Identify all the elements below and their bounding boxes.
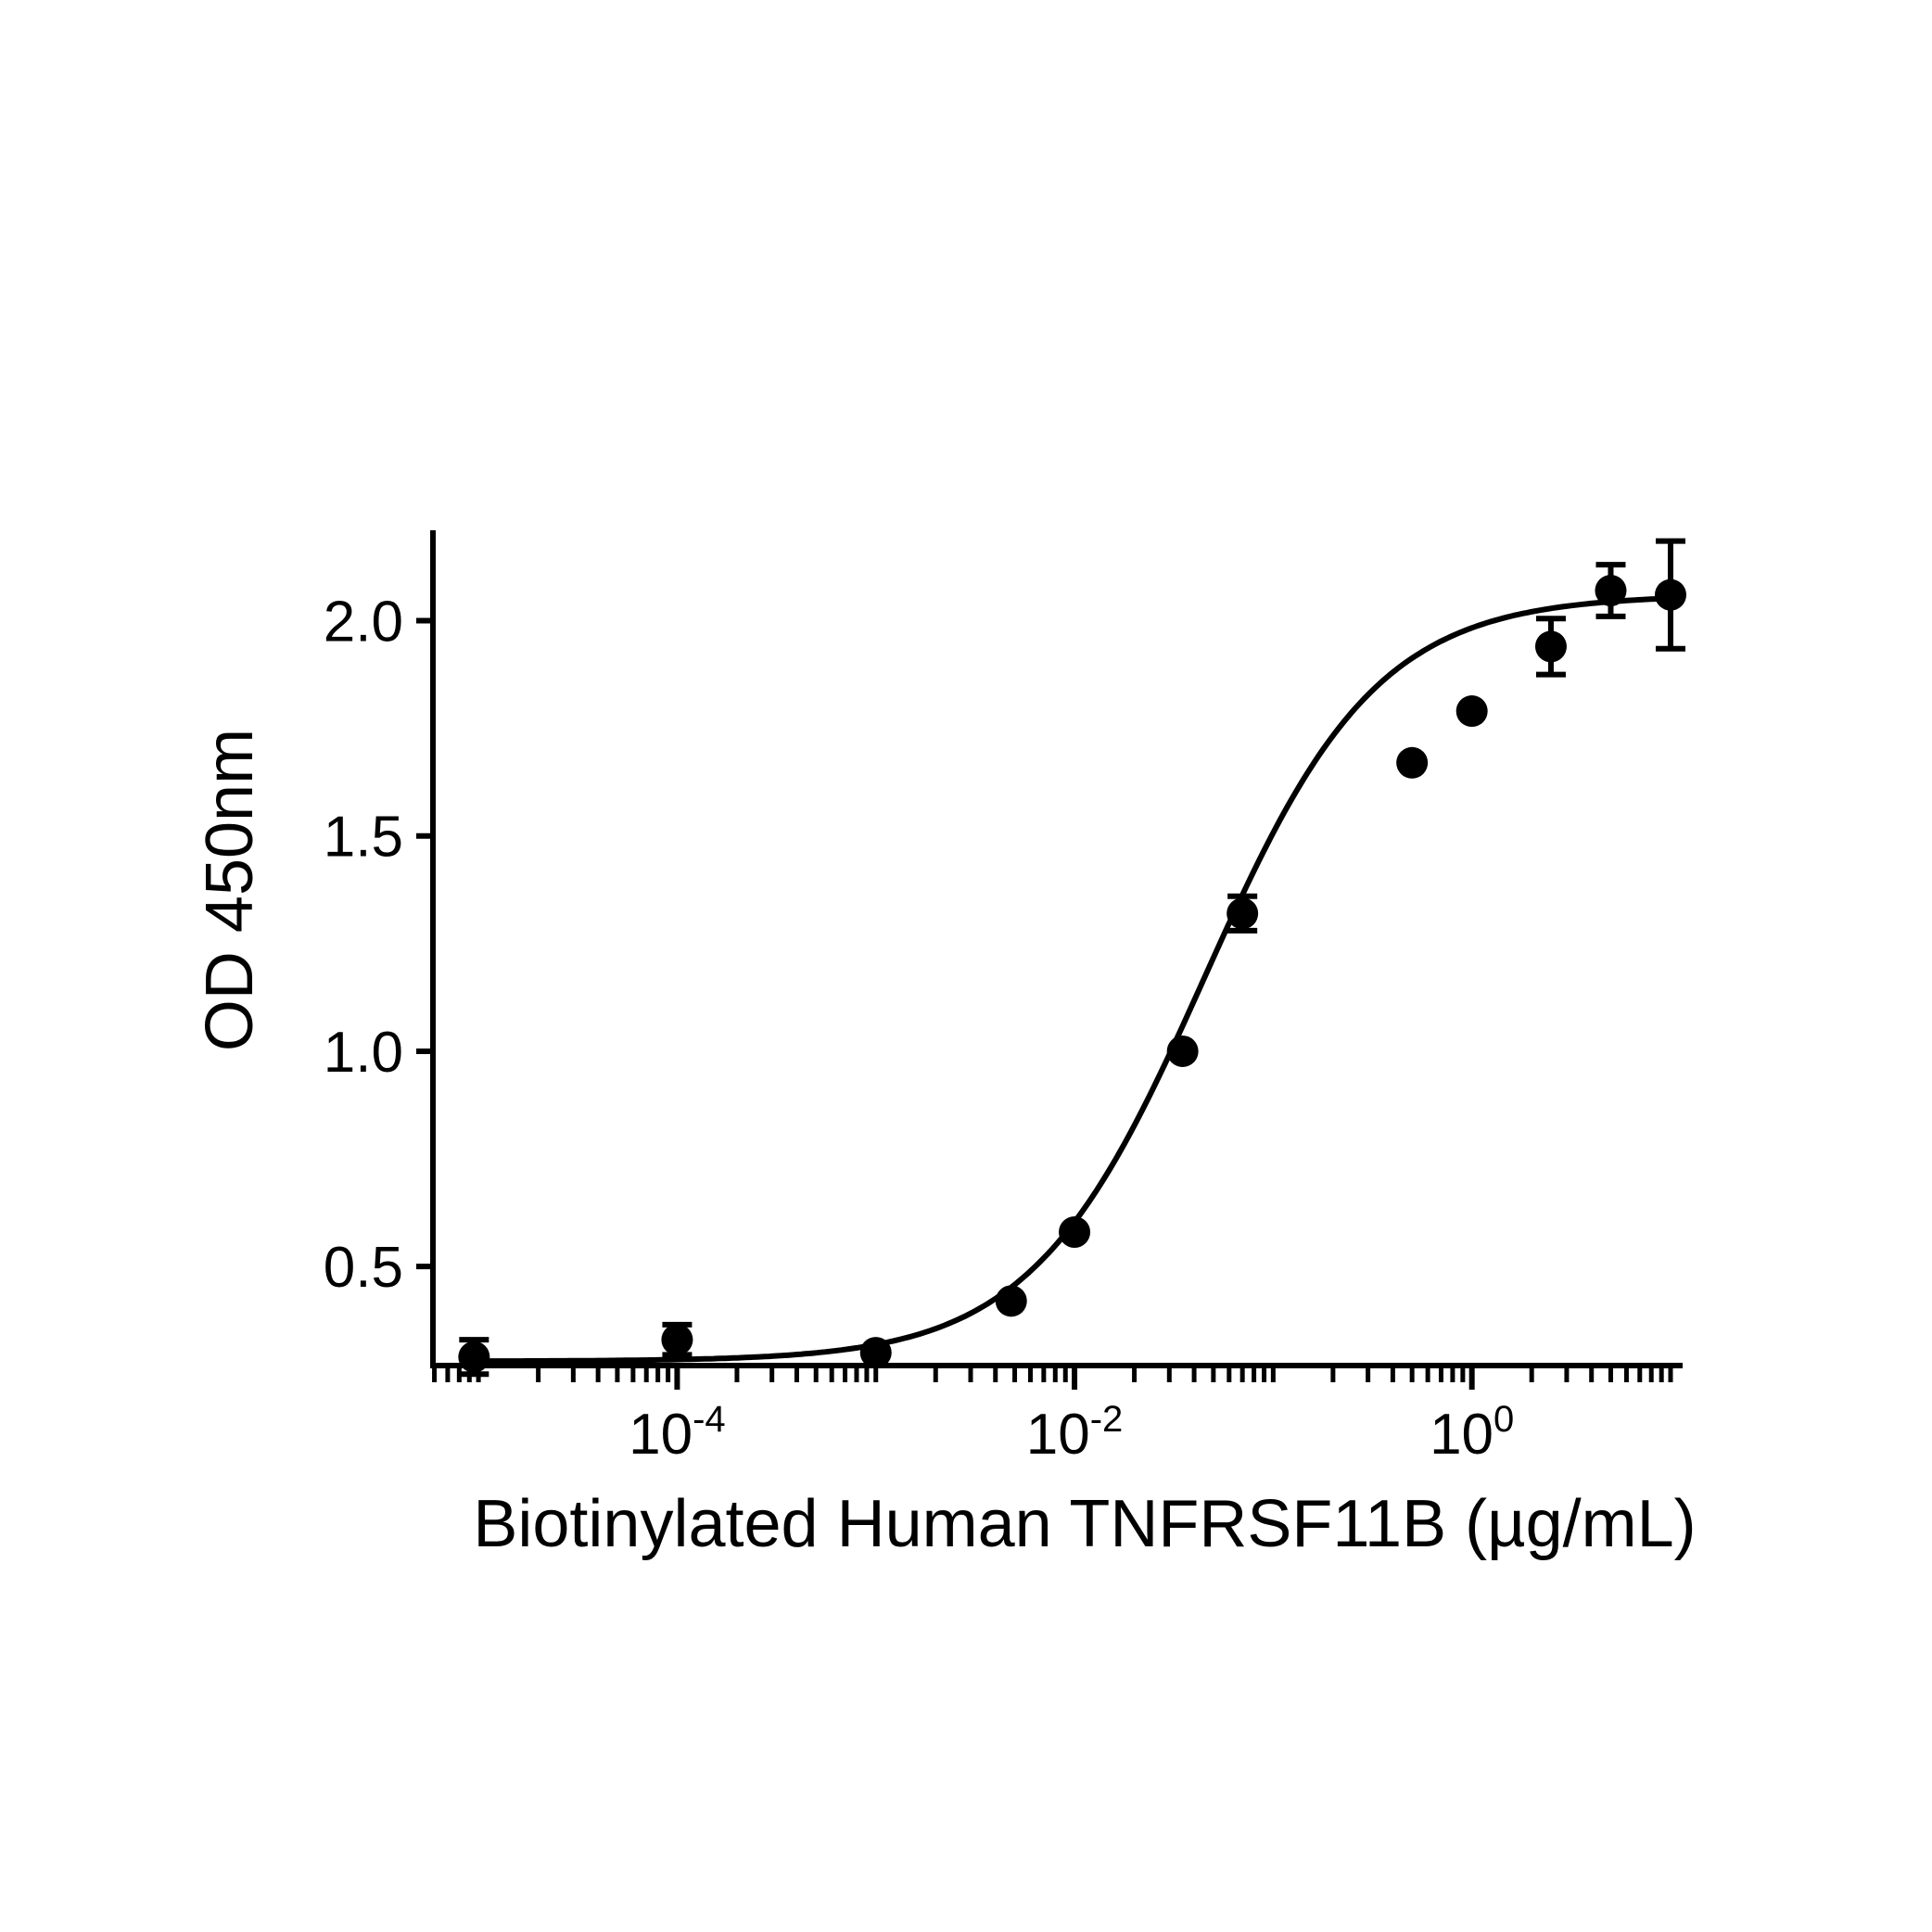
y-axis-ticks: 0.5 1.0 1.5 2.0 — [324, 591, 433, 1300]
data-point-marker — [1534, 630, 1567, 663]
x-axis-ticks: 10-4 10-2 100 — [432, 1366, 1673, 1467]
data-point — [1595, 562, 1627, 619]
axes: 0.5 1.0 1.5 2.0 10-4 10-2 100 — [324, 530, 1683, 1467]
data-point — [661, 1321, 693, 1358]
data-point-marker — [995, 1285, 1027, 1317]
x-axis-title: Biotinylated Human TNFRSF11B (µg/mL) — [473, 1487, 1696, 1561]
data-point — [1166, 1035, 1199, 1067]
data-point — [1455, 695, 1488, 728]
data-point-marker — [1166, 1035, 1199, 1067]
data-point-marker — [859, 1337, 892, 1369]
y-tick-label: 1.0 — [324, 1021, 403, 1085]
data-point-marker — [1654, 578, 1686, 611]
data-point — [1227, 893, 1259, 934]
data-point — [458, 1337, 490, 1378]
data-points — [458, 538, 1686, 1378]
data-point-marker — [1595, 575, 1627, 607]
y-tick-label: 2.0 — [324, 591, 403, 655]
y-tick-label: 0.5 — [324, 1236, 403, 1300]
data-point — [1059, 1216, 1091, 1249]
data-point — [859, 1337, 892, 1369]
x-tick-label: 10-4 — [629, 1399, 726, 1467]
data-point — [995, 1285, 1027, 1317]
y-axis-title: OD 450nm — [193, 729, 267, 1051]
data-point-marker — [1227, 897, 1259, 930]
data-point — [1396, 746, 1429, 779]
y-tick-label: 1.5 — [324, 806, 403, 870]
x-tick-label: 100 — [1430, 1399, 1514, 1467]
data-point — [1534, 616, 1567, 678]
x-tick-label: 10-2 — [1026, 1399, 1124, 1467]
data-point-marker — [661, 1324, 693, 1356]
data-point-marker — [1396, 746, 1429, 779]
data-point-marker — [1455, 695, 1488, 728]
data-point — [1654, 538, 1686, 652]
data-point-marker — [1059, 1216, 1091, 1249]
plot-area — [458, 538, 1686, 1378]
